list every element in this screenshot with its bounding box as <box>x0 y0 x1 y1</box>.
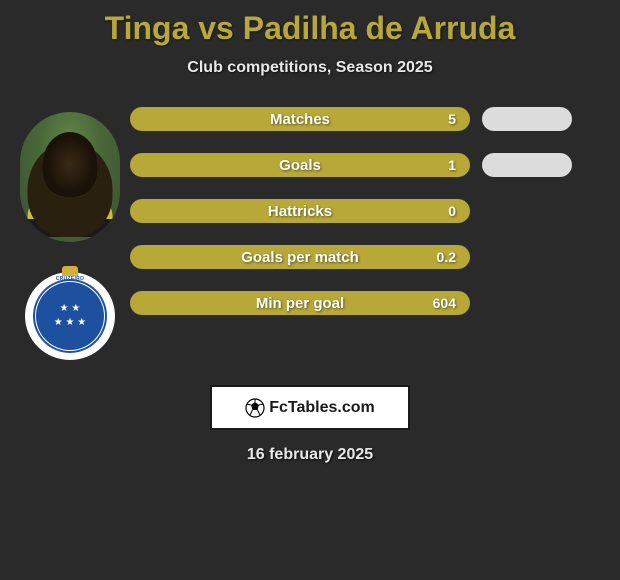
stat-label: Hattricks <box>268 203 332 220</box>
stat-bar-left: Goals per match 0.2 <box>130 245 470 269</box>
stat-row: Hattricks 0 <box>130 199 610 223</box>
comparison-container: Tinga vs Padilha de Arruda Club competit… <box>0 0 620 474</box>
crest-inner-icon <box>38 284 102 348</box>
stat-value-left: 5 <box>448 111 456 127</box>
stats-bars: Matches 5 Goals 1 Hattricks 0 Goals per match 0… <box>130 107 620 315</box>
stat-bar-left: Min per goal 604 <box>130 291 470 315</box>
content-area: CRUZEIRO Matches 5 Goals 1 Hattricks 0 Goals p… <box>0 107 620 360</box>
page-title: Tinga vs Padilha de Arruda <box>0 10 620 47</box>
stat-bar-left: Matches 5 <box>130 107 470 131</box>
stat-value-left: 0.2 <box>437 249 456 265</box>
stat-value-left: 1 <box>448 157 456 173</box>
date-label: 16 february 2025 <box>0 446 620 464</box>
fctables-logo[interactable]: FcTables.com <box>210 385 410 430</box>
player1-avatar <box>20 112 120 242</box>
stat-bar-right <box>482 107 572 131</box>
stat-bar-left: Hattricks 0 <box>130 199 470 223</box>
crest-label: CRUZEIRO <box>25 276 115 282</box>
subtitle: Club competitions, Season 2025 <box>0 59 620 77</box>
avatars-column: CRUZEIRO <box>10 107 130 360</box>
stat-label: Matches <box>270 111 330 128</box>
stat-value-left: 604 <box>433 295 456 311</box>
stat-row: Min per goal 604 <box>130 291 610 315</box>
stat-row: Goals 1 <box>130 153 610 177</box>
stat-label: Min per goal <box>256 295 344 312</box>
stat-bar-left: Goals 1 <box>130 153 470 177</box>
stat-label: Goals per match <box>241 249 359 266</box>
stat-value-left: 0 <box>448 203 456 219</box>
stat-bar-right <box>482 153 572 177</box>
player2-crest: CRUZEIRO <box>25 272 115 360</box>
stat-label: Goals <box>279 157 321 174</box>
stat-row: Matches 5 <box>130 107 610 131</box>
soccer-ball-icon <box>245 398 265 418</box>
logo-text: FcTables.com <box>269 399 375 417</box>
stat-row: Goals per match 0.2 <box>130 245 610 269</box>
